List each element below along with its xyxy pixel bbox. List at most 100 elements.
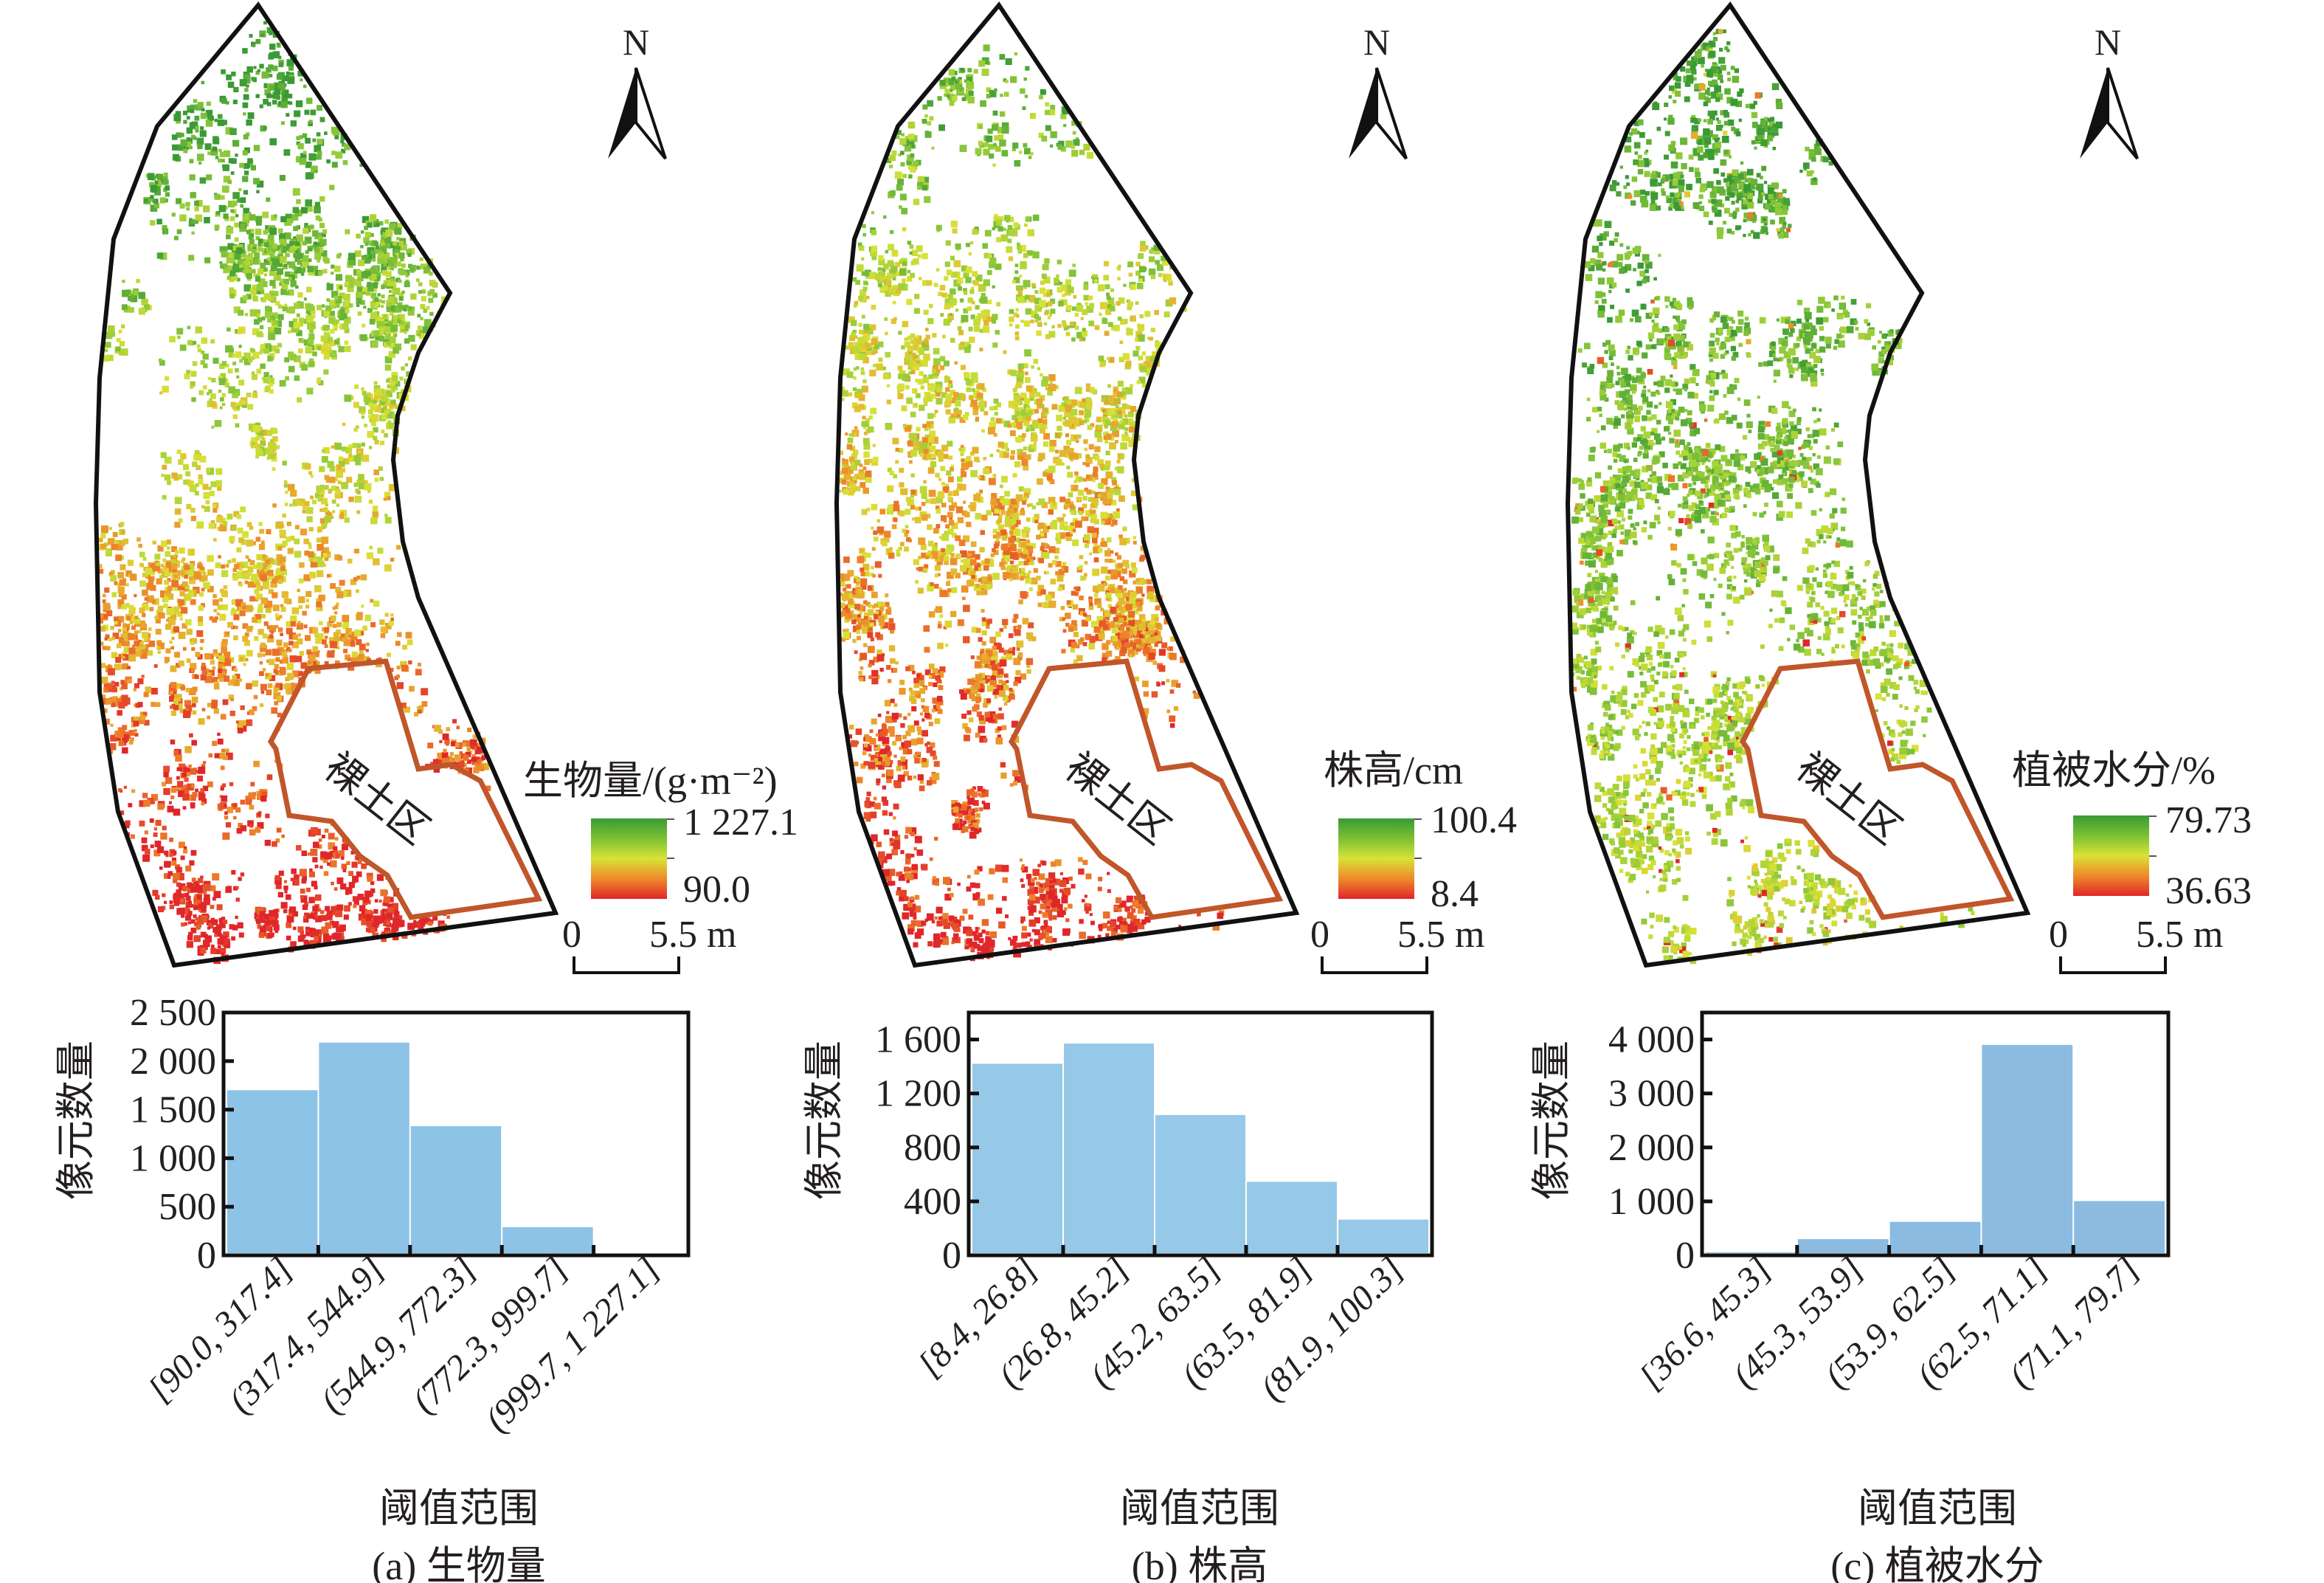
vegetation-pixel xyxy=(255,273,260,278)
vegetation-pixel xyxy=(370,270,376,277)
vegetation-pixel xyxy=(356,871,362,877)
vegetation-pixel xyxy=(183,479,189,485)
vegetation-pixel xyxy=(317,345,322,351)
vegetation-pixel xyxy=(280,604,284,607)
vegetation-pixel xyxy=(184,700,188,703)
vegetation-pixel xyxy=(233,886,238,891)
vegetation-pixel xyxy=(260,690,265,694)
vegetation-pixel xyxy=(257,243,262,246)
vegetation-pixel xyxy=(164,900,167,904)
vegetation-pixel xyxy=(1139,278,1143,283)
vegetation-pixel xyxy=(458,759,465,767)
vegetation-pixel xyxy=(187,921,191,925)
vegetation-pixel xyxy=(396,237,400,241)
vegetation-pixel xyxy=(259,325,264,330)
vegetation-pixel xyxy=(838,470,843,475)
vegetation-pixel xyxy=(1061,910,1066,915)
vegetation-pixel xyxy=(383,314,387,319)
vegetation-pixel xyxy=(877,267,882,272)
vegetation-pixel xyxy=(210,660,215,665)
vegetation-pixel xyxy=(179,617,183,621)
vegetation-pixel xyxy=(193,901,201,908)
vegetation-pixel xyxy=(975,883,981,889)
vegetation-pixel xyxy=(173,873,180,880)
vegetation-pixel xyxy=(184,574,188,579)
vegetation-pixel xyxy=(287,483,295,492)
vegetation-pixel xyxy=(372,282,378,289)
vegetation-pixel xyxy=(361,863,367,869)
vegetation-pixel xyxy=(171,851,176,856)
vegetation-pixel xyxy=(1017,423,1023,430)
vegetation-pixel xyxy=(216,516,224,523)
vegetation-pixel xyxy=(208,753,213,758)
vegetation-pixel xyxy=(851,619,857,624)
vegetation-pixel xyxy=(376,223,380,227)
vegetation-pixel xyxy=(272,592,278,599)
vegetation-pixel xyxy=(850,446,856,452)
vegetation-pixel xyxy=(303,339,311,346)
vegetation-pixel xyxy=(122,627,128,632)
vegetation-pixel xyxy=(111,700,119,707)
vegetation-pixel xyxy=(326,910,333,917)
vegetation-pixel xyxy=(923,625,930,632)
vegetation-pixel xyxy=(857,337,865,345)
vegetation-pixel xyxy=(220,801,227,810)
vegetation-pixel xyxy=(237,265,244,272)
vegetation-pixel xyxy=(314,668,321,675)
vegetation-pixel xyxy=(377,293,381,297)
vegetation-pixel xyxy=(260,297,264,301)
vegetation-pixel xyxy=(300,263,305,267)
vegetation-pixel xyxy=(366,284,374,292)
vegetation-pixel xyxy=(969,570,975,576)
vegetation-pixel xyxy=(207,585,214,593)
vegetation-pixel xyxy=(255,313,260,318)
vegetation-pixel xyxy=(1062,617,1065,621)
vegetation-pixel xyxy=(910,473,915,477)
vegetation-pixel xyxy=(115,554,122,562)
vegetation-pixel xyxy=(188,883,193,888)
vegetation-pixel xyxy=(310,475,314,478)
vegetation-pixel xyxy=(194,491,199,496)
vegetation-pixel xyxy=(174,575,178,579)
vegetation-pixel xyxy=(127,559,134,566)
vegetation-pixel xyxy=(307,337,314,345)
vegetation-pixel xyxy=(303,624,308,629)
vegetation-pixel xyxy=(363,395,371,402)
vegetation-pixel xyxy=(285,490,288,494)
vegetation-pixel xyxy=(186,116,190,120)
vegetation-pixel xyxy=(235,154,238,157)
vegetation-pixel xyxy=(272,604,280,612)
vegetation-pixel xyxy=(902,528,906,533)
vegetation-pixel xyxy=(975,553,981,560)
vegetation-pixel xyxy=(427,742,434,749)
vegetation-pixel xyxy=(365,649,369,652)
vegetation-pixel xyxy=(921,493,927,500)
vegetation-pixel xyxy=(253,390,257,394)
vegetation-pixel xyxy=(1014,399,1021,406)
vegetation-pixel xyxy=(1103,582,1107,587)
vegetation-pixel xyxy=(282,243,290,251)
vegetation-pixel xyxy=(150,220,156,226)
vegetation-pixel xyxy=(903,770,909,776)
vegetation-pixel xyxy=(207,703,212,708)
vegetation-pixel xyxy=(238,567,243,571)
vegetation-pixel xyxy=(888,164,893,169)
vegetation-pixel xyxy=(184,700,192,707)
vegetation-pixel xyxy=(283,886,288,891)
vegetation-pixel xyxy=(266,343,271,348)
vegetation-pixel xyxy=(128,295,133,301)
vegetation-pixel xyxy=(185,865,192,872)
vegetation-pixel xyxy=(212,927,218,933)
vegetation-pixel xyxy=(218,753,226,759)
vegetation-pixel xyxy=(98,537,103,542)
vegetation-pixel xyxy=(1165,274,1172,280)
vegetation-pixel xyxy=(262,633,268,639)
vegetation-pixel xyxy=(122,734,129,742)
vegetation-pixel xyxy=(288,649,292,652)
vegetation-pixels xyxy=(838,44,1225,962)
vegetation-pixel xyxy=(378,221,384,226)
vegetation-pixel xyxy=(342,323,349,330)
vegetation-pixel xyxy=(463,742,467,747)
vegetation-pixel xyxy=(249,229,255,234)
vegetation-pixel xyxy=(971,575,975,579)
